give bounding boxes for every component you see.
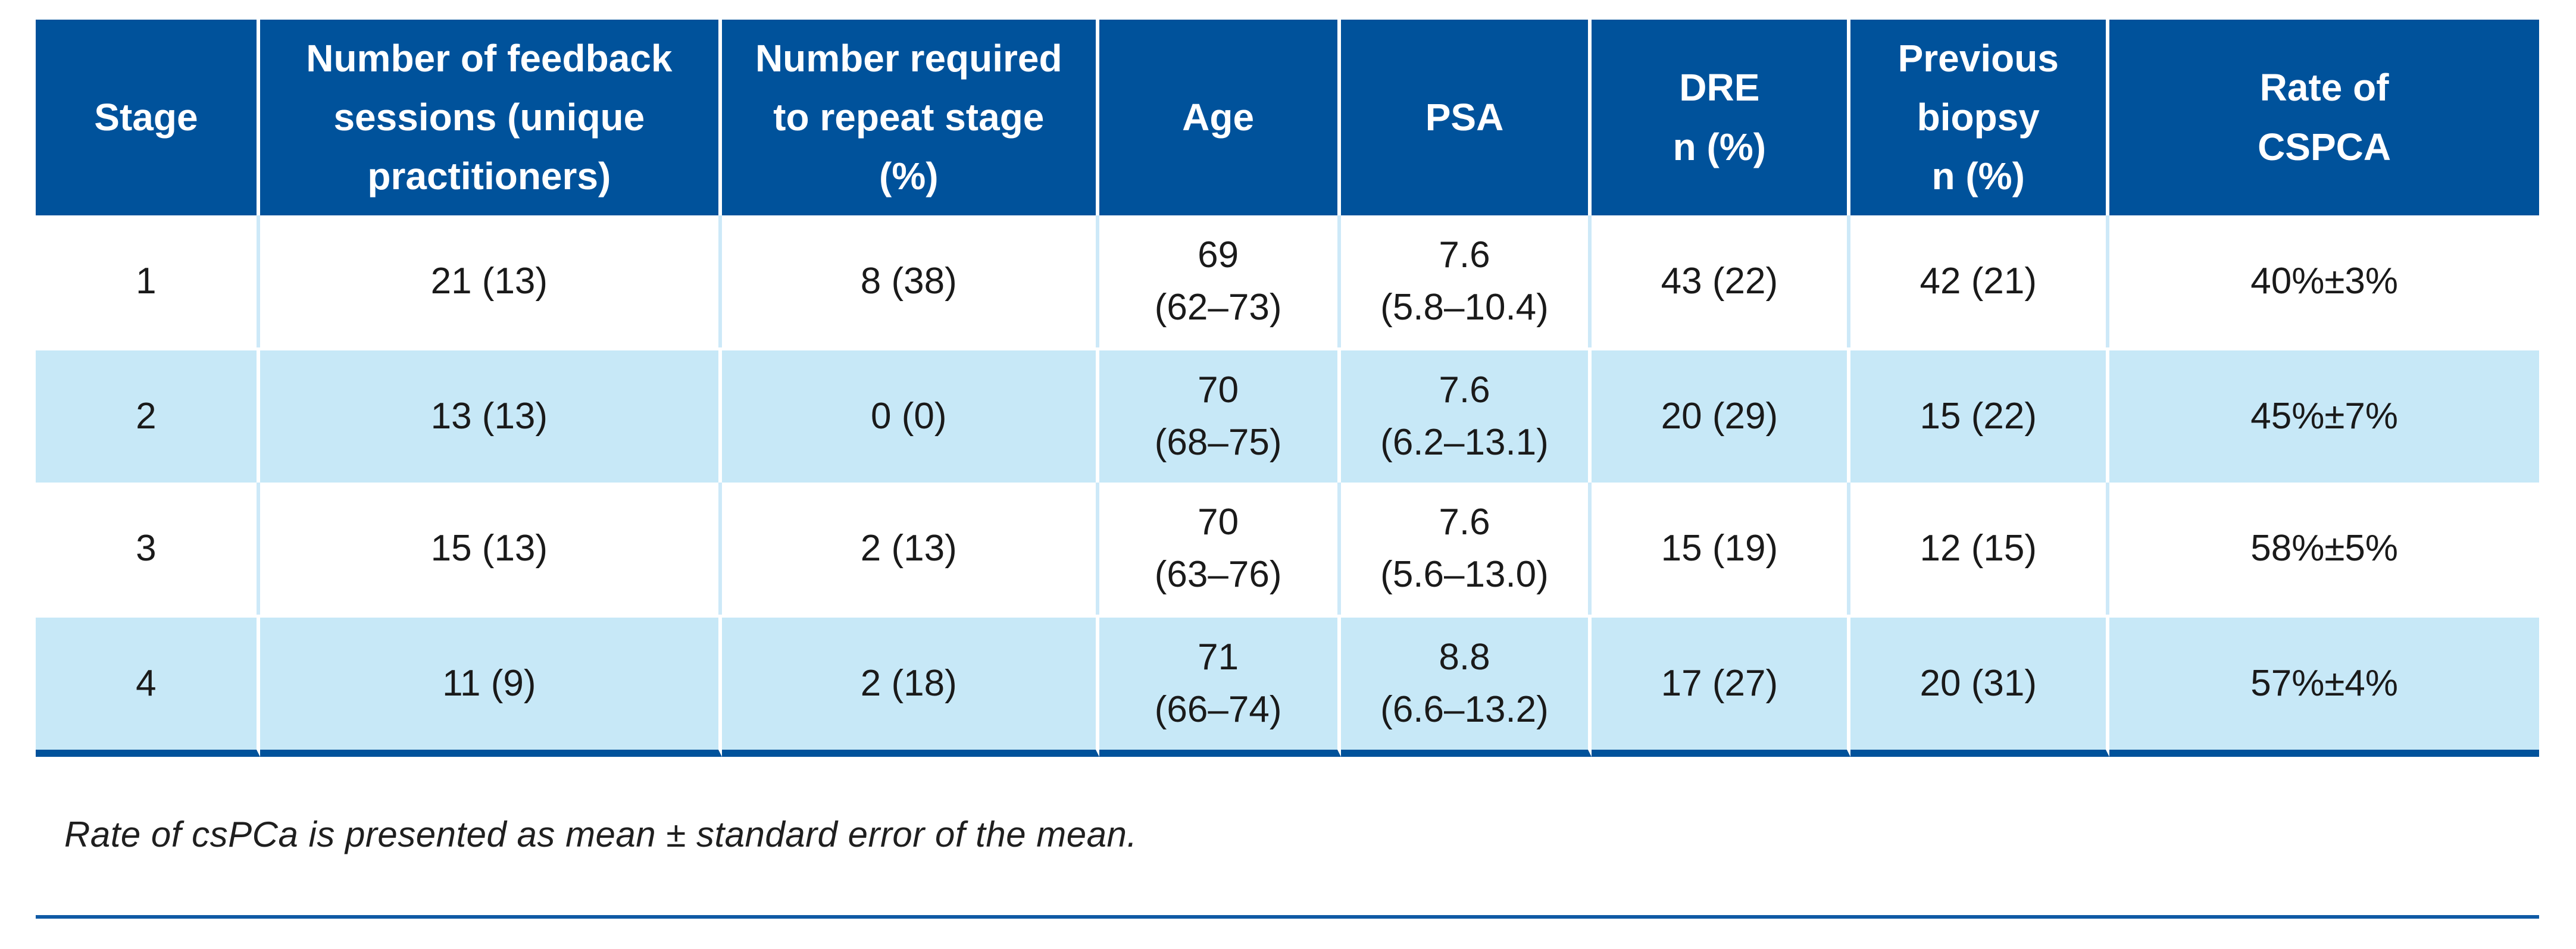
table-cell: 2 (18) — [721, 615, 1099, 757]
table-row-stage-2: 2 13 (13) 0 (0) 70 (68–75) 7.6 (6.2–13.1… — [36, 347, 2539, 483]
table-cell: 8.8 (6.6–13.2) — [1340, 615, 1592, 757]
header-cell-rate-cspca: Rate of CSPCA — [2109, 20, 2539, 215]
table-cell: 2 — [36, 347, 260, 483]
table-cell: 43 (22) — [1592, 215, 1851, 347]
table-footnote: Rate of csPCa is presented as mean ± sta… — [64, 815, 1137, 854]
table-cell: 11 (9) — [260, 615, 722, 757]
table-cell: 13 (13) — [260, 347, 722, 483]
study-stages-table: Stage Number of feedback sessions (uniqu… — [36, 20, 2539, 757]
header-cell-stage: Stage — [36, 20, 260, 215]
table-cell: 70 (63–76) — [1099, 483, 1341, 615]
table-cell: 2 (13) — [721, 483, 1099, 615]
table-cell: 58%±5% — [2109, 483, 2539, 615]
table-cell: 69 (62–73) — [1099, 215, 1341, 347]
page-bottom-divider — [36, 915, 2539, 919]
table-row-stage-3: 3 15 (13) 2 (13) 70 (63–76) 7.6 (5.6–13.… — [36, 483, 2539, 615]
table-cell: 20 (29) — [1592, 347, 1851, 483]
table-cell: 4 — [36, 615, 260, 757]
table-header-row: Stage Number of feedback sessions (uniqu… — [36, 20, 2539, 215]
table-cell: 3 — [36, 483, 260, 615]
table-cell: 42 (21) — [1850, 215, 2110, 347]
table-cell: 7.6 (6.2–13.1) — [1340, 347, 1592, 483]
header-cell-psa: PSA — [1340, 20, 1592, 215]
table-cell: 15 (22) — [1850, 347, 2110, 483]
header-cell-age: Age — [1099, 20, 1341, 215]
table-row-stage-4: 4 11 (9) 2 (18) 71 (66–74) 8.8 (6.6–13.2… — [36, 615, 2539, 757]
header-cell-previous-biopsy: Previous biopsy n (%) — [1850, 20, 2110, 215]
table-cell: 7.6 (5.8–10.4) — [1340, 215, 1592, 347]
table-cell: 17 (27) — [1592, 615, 1851, 757]
table-cell: 40%±3% — [2109, 215, 2539, 347]
table-cell: 70 (68–75) — [1099, 347, 1341, 483]
table-cell: 1 — [36, 215, 260, 347]
header-cell-dre: DRE n (%) — [1592, 20, 1851, 215]
table-cell: 12 (15) — [1850, 483, 2110, 615]
table-cell: 45%±7% — [2109, 347, 2539, 483]
table-row-stage-1: 1 21 (13) 8 (38) 69 (62–73) 7.6 (5.8–10.… — [36, 215, 2539, 347]
table-cell: 21 (13) — [260, 215, 722, 347]
table-cell: 7.6 (5.6–13.0) — [1340, 483, 1592, 615]
table-cell: 15 (13) — [260, 483, 722, 615]
table-cell: 8 (38) — [721, 215, 1099, 347]
header-cell-feedback-sessions: Number of feedback sessions (unique prac… — [260, 20, 722, 215]
header-cell-repeat-stage: Number required to repeat stage (%) — [721, 20, 1099, 215]
table-cell: 20 (31) — [1850, 615, 2110, 757]
table-cell: 57%±4% — [2109, 615, 2539, 757]
table-cell: 15 (19) — [1592, 483, 1851, 615]
table-cell: 0 (0) — [721, 347, 1099, 483]
table-cell: 71 (66–74) — [1099, 615, 1341, 757]
